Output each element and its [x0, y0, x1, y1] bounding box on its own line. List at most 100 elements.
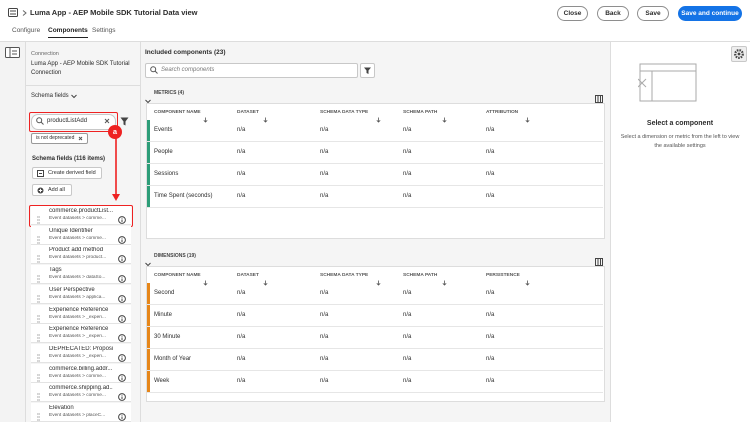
drag-handle[interactable] [37, 334, 40, 342]
drag-handle[interactable] [37, 275, 40, 283]
sort-button[interactable] [525, 273, 530, 291]
info-button[interactable] [118, 211, 126, 229]
field-item[interactable] [31, 225, 131, 245]
sort-button[interactable] [525, 110, 530, 128]
info-button[interactable] [118, 369, 126, 387]
sort-button[interactable] [442, 110, 447, 128]
drag-handle[interactable] [37, 250, 40, 268]
drag-handle[interactable] [37, 231, 40, 249]
field-item[interactable] [31, 324, 131, 344]
table-row[interactable] [147, 186, 603, 208]
save-continue-button[interactable]: Save and continue [678, 6, 742, 21]
drag-handle[interactable] [37, 373, 40, 382]
field-item[interactable] [31, 363, 131, 383]
back-button[interactable]: Back [597, 6, 629, 21]
sort-icon[interactable] [442, 280, 447, 286]
sort-icon[interactable] [203, 117, 208, 123]
column-header[interactable]: COMPONENT NAME [154, 110, 201, 115]
drag-handle[interactable] [37, 349, 40, 367]
info-icon[interactable] [118, 294, 126, 303]
sort-button[interactable] [376, 273, 381, 291]
info-button[interactable] [118, 388, 126, 406]
filter-icon[interactable] [120, 117, 129, 126]
table-row[interactable] [147, 120, 603, 142]
drag-handle[interactable] [37, 393, 40, 401]
column-header[interactable]: SCHEMA PATH [403, 273, 438, 278]
field-item[interactable] [31, 284, 131, 304]
column-header[interactable]: COMPONENT NAME [154, 273, 201, 278]
info-icon[interactable] [118, 314, 126, 323]
info-icon[interactable] [118, 413, 126, 421]
sort-button[interactable] [442, 273, 447, 291]
sort-button[interactable] [263, 110, 268, 128]
filter-button[interactable] [360, 63, 375, 78]
drag-handle[interactable] [37, 216, 40, 224]
settings-button[interactable] [731, 46, 747, 62]
column-header[interactable]: DATASET [237, 273, 259, 278]
info-button[interactable] [118, 408, 126, 422]
table-row[interactable] [147, 142, 603, 164]
schema-dropdown[interactable]: Schema fields [31, 93, 69, 99]
info-icon[interactable] [118, 353, 126, 362]
sort-button[interactable] [376, 110, 381, 128]
info-icon[interactable] [118, 235, 126, 244]
remove-tag-icon[interactable] [78, 134, 83, 143]
field-item[interactable] [31, 304, 131, 324]
component-search[interactable] [145, 63, 358, 78]
table-row[interactable] [147, 371, 603, 393]
info-icon[interactable] [118, 255, 126, 264]
section-chevron[interactable] [145, 254, 151, 272]
info-icon[interactable] [118, 393, 126, 402]
search-field[interactable] [31, 114, 116, 130]
table-row[interactable] [147, 327, 603, 349]
add-all-button[interactable]: Add all [32, 184, 72, 196]
create-derived-button[interactable]: Create derived field [32, 167, 102, 179]
field-item[interactable] [31, 383, 131, 403]
column-header[interactable]: SCHEMA PATH [403, 110, 438, 115]
info-icon[interactable] [118, 373, 126, 382]
sort-icon[interactable] [263, 117, 268, 123]
info-button[interactable] [118, 270, 126, 288]
info-button[interactable] [118, 250, 126, 268]
sort-icon[interactable] [376, 117, 381, 123]
info-button[interactable] [118, 349, 126, 367]
sort-icon[interactable] [525, 117, 530, 123]
table-row[interactable] [147, 305, 603, 327]
tab[interactable]: Settings [92, 27, 116, 34]
drag-handle[interactable] [37, 290, 40, 308]
table-row[interactable] [147, 349, 603, 371]
column-header[interactable]: PERSISTENCE [486, 273, 520, 278]
table-row[interactable] [147, 283, 603, 305]
info-icon[interactable] [118, 275, 126, 283]
drag-handle[interactable] [37, 354, 40, 362]
drag-handle[interactable] [37, 314, 40, 323]
field-item[interactable] [31, 265, 131, 285]
drag-handle[interactable] [37, 295, 40, 303]
sort-button[interactable] [203, 110, 208, 128]
drag-handle[interactable] [37, 236, 40, 244]
sort-icon[interactable] [525, 280, 530, 286]
column-settings[interactable] [595, 90, 603, 108]
drag-handle[interactable] [37, 369, 40, 387]
drag-handle[interactable] [37, 255, 40, 263]
column-header[interactable]: SCHEMA DATA TYPE [320, 110, 369, 115]
sort-icon[interactable] [263, 280, 268, 286]
column-header[interactable]: SCHEMA DATA TYPE [320, 273, 369, 278]
info-button[interactable] [118, 329, 126, 347]
info-button[interactable] [118, 290, 126, 308]
field-item[interactable] [31, 343, 131, 363]
sort-icon[interactable] [203, 280, 208, 286]
tab-active[interactable]: Components [48, 27, 88, 38]
filter-tag[interactable]: is not deprecated [31, 133, 89, 144]
column-settings[interactable] [595, 253, 603, 271]
save-button[interactable]: Save [637, 6, 669, 21]
drag-handle[interactable] [37, 270, 40, 288]
sort-button[interactable] [203, 273, 208, 291]
column-header[interactable]: DATASET [237, 110, 259, 115]
drag-handle[interactable] [37, 329, 40, 347]
sort-icon[interactable] [376, 280, 381, 286]
panel-toggle-icon[interactable] [5, 47, 20, 58]
info-button[interactable] [118, 231, 126, 249]
close-button[interactable]: Close [557, 6, 588, 21]
info-button[interactable] [118, 310, 126, 328]
